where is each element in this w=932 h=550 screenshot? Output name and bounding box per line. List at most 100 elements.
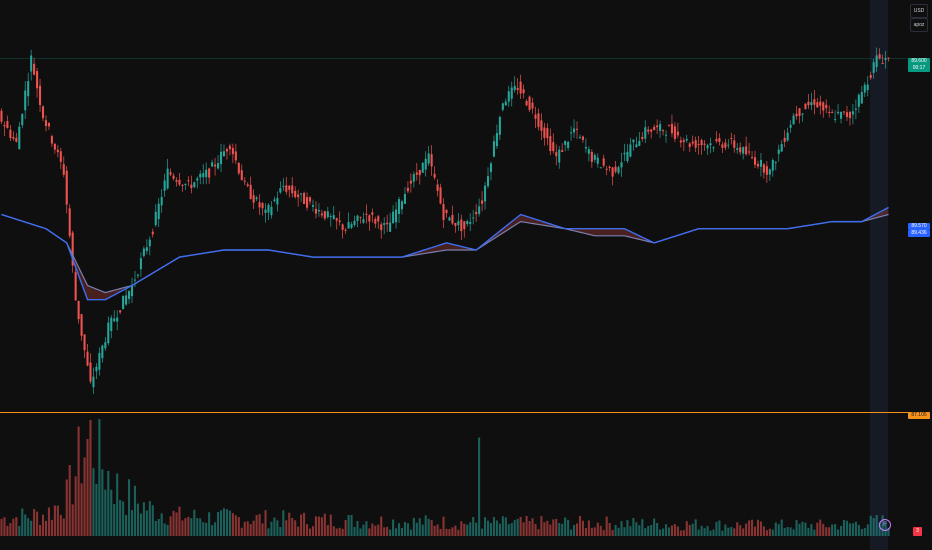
currency-button[interactable]: USD (910, 4, 928, 18)
candle-body (412, 174, 415, 182)
volume-bar (36, 511, 39, 536)
candle-body (848, 111, 851, 118)
volume-bar (866, 524, 869, 536)
volume-bar (831, 524, 834, 536)
candle-body (163, 180, 166, 191)
candle-body (368, 215, 371, 222)
candle-body (44, 120, 48, 127)
candle-body (243, 180, 246, 182)
volume-bar (415, 522, 418, 536)
volume-bar (682, 530, 685, 536)
volume-bar (89, 420, 92, 536)
volume-bar (18, 526, 21, 536)
volume-bar (202, 522, 205, 536)
scale-mode-button[interactable]: apoz (910, 18, 928, 32)
candle-body (810, 102, 813, 106)
candle-body (478, 206, 481, 214)
candle-body (715, 138, 718, 142)
volume-bar (104, 489, 107, 536)
candle-body (371, 212, 374, 215)
candle-body (356, 215, 359, 221)
candle-body (869, 74, 872, 78)
candle-body (329, 216, 332, 218)
candle-body (439, 187, 442, 204)
candle-body (801, 113, 804, 115)
candle-body (492, 141, 495, 157)
volume-bar (169, 516, 172, 536)
volume-bar (285, 520, 288, 536)
volume-bar (593, 527, 596, 536)
candle-body (386, 222, 389, 225)
volume-bar (626, 520, 629, 536)
candle-body (125, 295, 128, 305)
candle-body (495, 132, 498, 147)
candle-body (326, 211, 329, 218)
candle-body (617, 167, 620, 173)
candle-body (89, 362, 92, 382)
volume-bar (306, 524, 309, 536)
candle-body (777, 149, 780, 154)
volume-bar (397, 523, 401, 536)
candle-body (6, 121, 9, 129)
ma-fast-tag: 89.570 (908, 223, 930, 230)
volume-bar (460, 521, 463, 536)
candle-body (74, 272, 77, 301)
volume-bar (845, 520, 849, 536)
ma-cloud-fill (1, 207, 889, 300)
volume-bar (522, 522, 525, 536)
volume-bar (635, 522, 638, 536)
candle-body (154, 211, 157, 225)
volume-bar (753, 526, 757, 536)
volume-bar (857, 524, 860, 536)
volume-bar (475, 522, 478, 536)
candle-body (780, 144, 783, 152)
flag-marker[interactable]: F (879, 519, 891, 531)
candle-body (676, 131, 679, 136)
ma-slow-line (1, 213, 889, 294)
volume-bar (581, 520, 584, 536)
candle-body (540, 120, 543, 131)
last-price-value: 89.600 (911, 58, 927, 64)
candle-body (733, 140, 736, 148)
volume-event-badge[interactable]: 3 (913, 527, 922, 536)
candle-body (667, 125, 671, 127)
volume-bar (157, 518, 160, 536)
volume-bar (68, 465, 71, 536)
candle-body (264, 209, 267, 214)
candle-body (753, 157, 757, 165)
candle-body (59, 151, 62, 162)
volume-bar (484, 517, 487, 536)
candle-body (587, 149, 590, 154)
volume-bar (427, 518, 430, 536)
volume-bar (122, 501, 125, 536)
volume-bar (56, 505, 59, 536)
price-axis[interactable]: USD apoz (910, 0, 932, 550)
candle-body (151, 231, 154, 235)
volume-bar (454, 525, 457, 536)
volume-bar (163, 523, 166, 536)
volume-bar (119, 500, 122, 536)
volume-bar (736, 522, 739, 536)
candle-body (834, 118, 837, 120)
volume-bar (887, 527, 890, 536)
volume-bar (451, 527, 454, 536)
volume-bar (154, 520, 157, 536)
volume-bar (605, 516, 608, 536)
candle-body (190, 184, 193, 189)
candle-body (421, 162, 424, 173)
volume-bar (656, 523, 659, 536)
volume-bar (810, 524, 813, 536)
candle-body (228, 145, 231, 150)
candle-body (56, 149, 59, 153)
volume-bar (584, 528, 587, 536)
candle-body (71, 232, 74, 266)
candle-body (255, 197, 258, 200)
candle-body (33, 63, 36, 75)
volume-bar (721, 530, 724, 536)
volume-bar (558, 523, 561, 536)
volume-bar (540, 516, 543, 536)
candle-body (196, 178, 199, 181)
candle-body (638, 141, 641, 147)
